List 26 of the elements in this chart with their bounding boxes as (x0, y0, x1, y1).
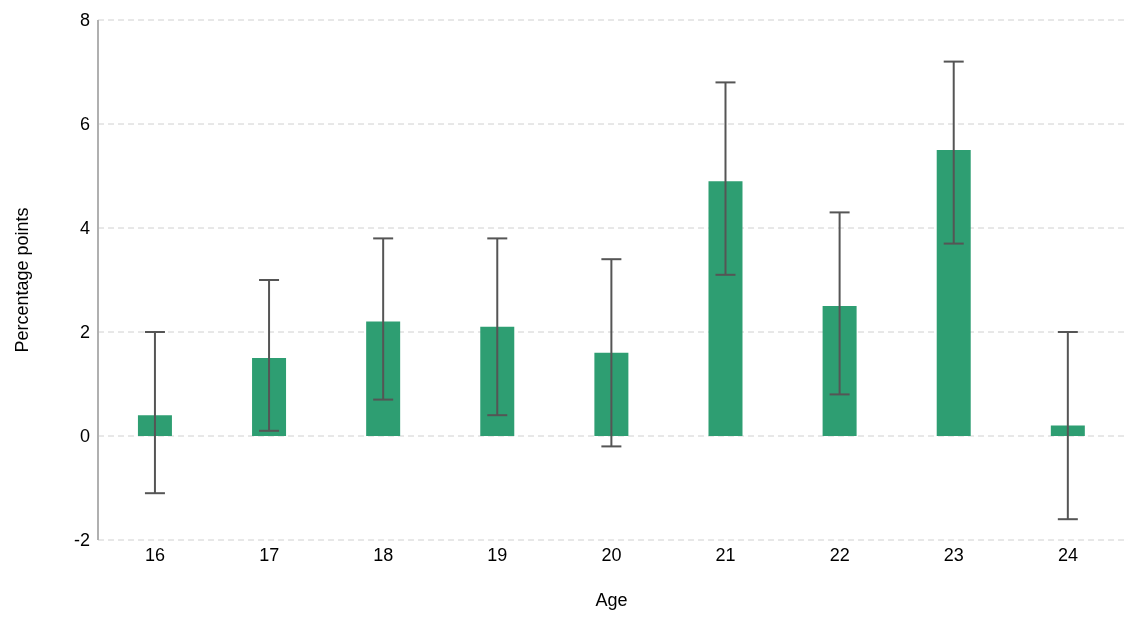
bar (252, 358, 287, 436)
y-tick-label: 0 (79, 426, 90, 447)
x-tick-label: 23 (943, 544, 964, 565)
y-tick-label: 8 (79, 10, 90, 31)
bar (708, 181, 743, 436)
bar (480, 326, 515, 436)
x-tick-label: 24 (1057, 544, 1078, 565)
bar (1050, 425, 1085, 436)
y-tick-label: 6 (79, 114, 90, 135)
x-tick-label: 20 (601, 544, 622, 565)
y-axis-title: Percentage points (12, 207, 33, 353)
bar (366, 321, 401, 436)
x-tick-label: 18 (373, 544, 394, 565)
bar (137, 415, 172, 436)
bar (936, 150, 971, 436)
bar (822, 306, 857, 436)
x-tick-label: 17 (259, 544, 280, 565)
x-tick-label: 21 (715, 544, 736, 565)
x-axis-title: Age (595, 590, 628, 610)
bar (594, 352, 629, 436)
y-tick-label: -2 (73, 530, 90, 551)
y-tick-label: 4 (79, 218, 90, 239)
x-tick-label: 19 (487, 544, 508, 565)
y-tick-label: 2 (79, 322, 90, 343)
x-tick-label: 16 (145, 544, 166, 565)
x-tick-label: 22 (829, 544, 850, 565)
